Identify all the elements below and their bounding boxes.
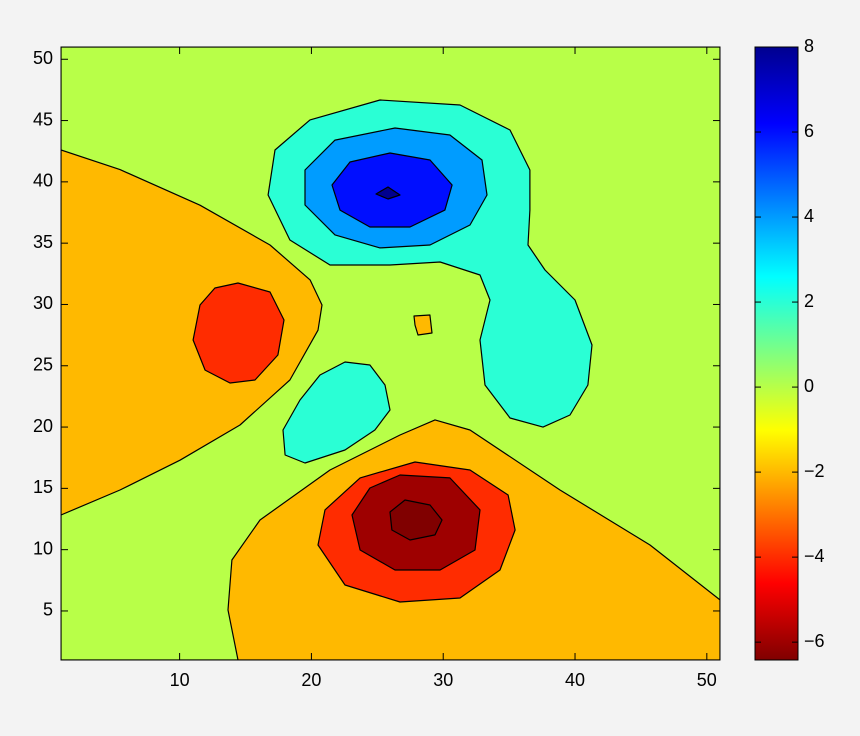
- colorbar-tick-label: −4: [804, 546, 825, 566]
- y-tick-label: 40: [33, 171, 53, 191]
- x-tick-label: 40: [565, 670, 585, 690]
- y-tick-label: 20: [33, 416, 53, 436]
- plot-frame: [60, 46, 721, 661]
- y-tick-label: 15: [33, 477, 53, 497]
- contour-region: [192, 282, 285, 384]
- colorbar-tick-label: 0: [804, 376, 814, 396]
- contour-region: [61, 149, 323, 516]
- colorbar-tick-label: −2: [804, 461, 825, 481]
- contour-region: [413, 314, 433, 336]
- x-tick-label: 30: [433, 670, 453, 690]
- y-tick-label: 25: [33, 355, 53, 375]
- x-tick-label: 20: [301, 670, 321, 690]
- x-tick-label: 10: [170, 670, 190, 690]
- x-tick-label: 50: [697, 670, 717, 690]
- y-tick-label: 45: [33, 109, 53, 129]
- y-tick-label: 10: [33, 538, 53, 558]
- y-tick-label: 30: [33, 293, 53, 313]
- y-tick-label: 35: [33, 232, 53, 252]
- colorbar-tick-label: 6: [804, 121, 814, 141]
- contour-regions: [61, 47, 720, 660]
- colorbar-tick-label: −6: [804, 631, 825, 651]
- contour-region: [389, 499, 443, 541]
- y-tick-label: 50: [33, 48, 53, 68]
- y-tick-label: 5: [43, 600, 53, 620]
- colorbar: [754, 46, 799, 661]
- colorbar-tick-label: 2: [804, 291, 814, 311]
- colorbar-tick-label: 4: [804, 206, 814, 226]
- contour-region: [375, 186, 401, 200]
- colorbar-tick-label: 8: [804, 36, 814, 56]
- contour-region: [282, 361, 391, 464]
